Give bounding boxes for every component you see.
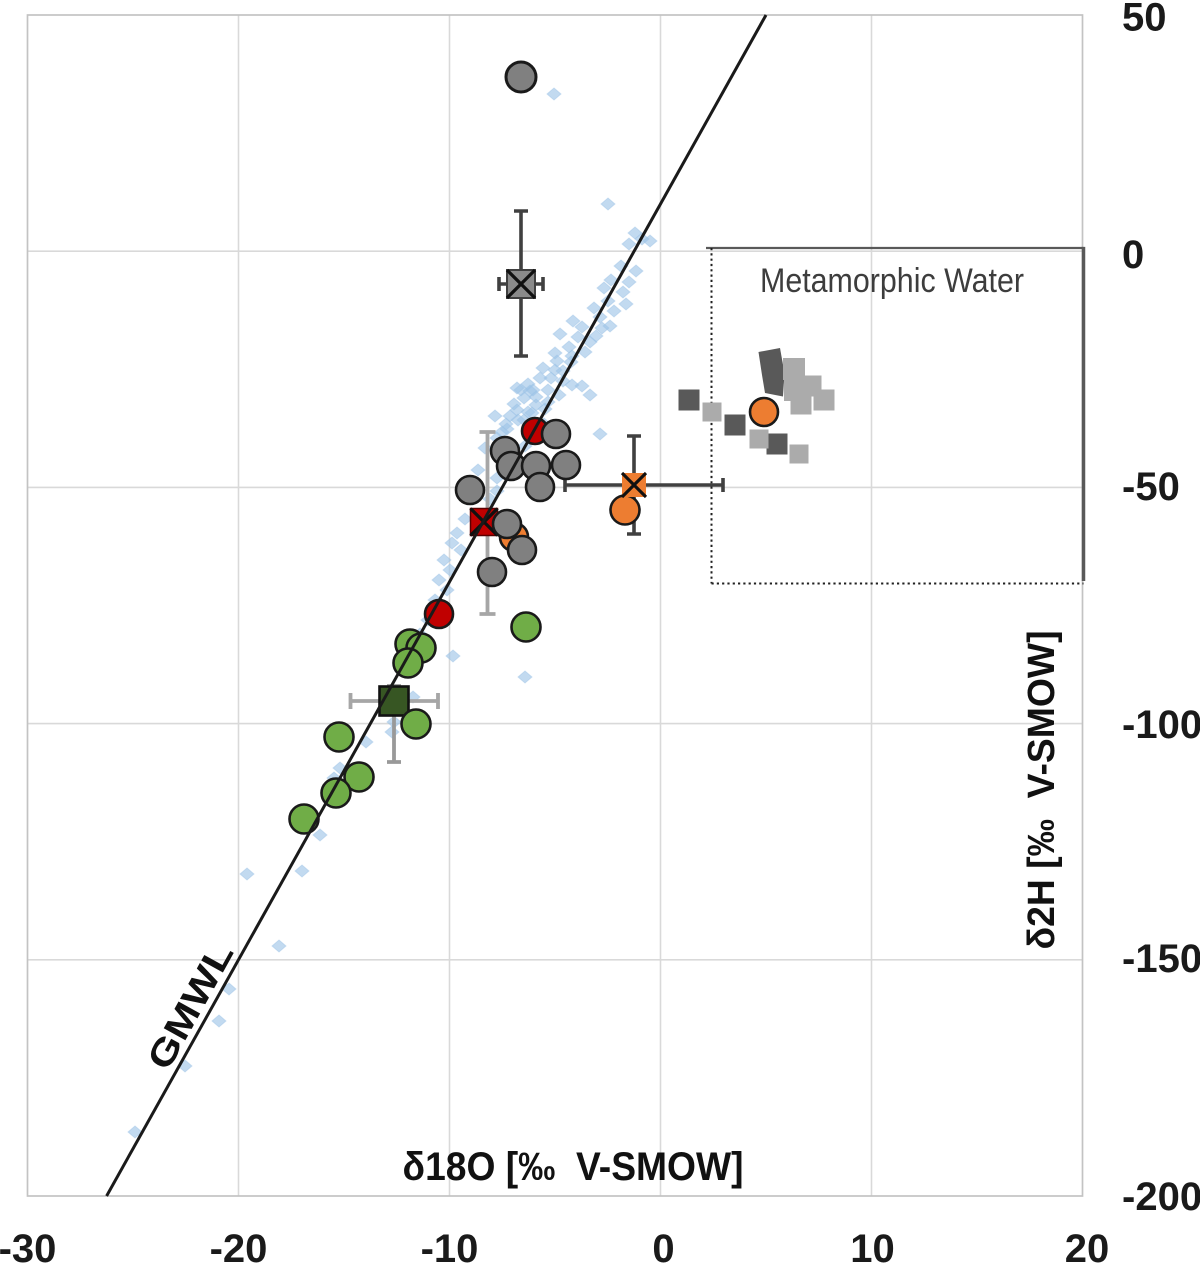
svg-text:20: 20 xyxy=(1065,1227,1110,1265)
svg-text:-50: -50 xyxy=(1122,465,1180,509)
svg-text:Metamorphic Water: Metamorphic Water xyxy=(760,262,1024,300)
svg-text:50: 50 xyxy=(1122,0,1167,40)
svg-text:δ18O [‰ V-SMOW]: δ18O [‰ V-SMOW] xyxy=(403,1145,744,1189)
svg-text:-20: -20 xyxy=(210,1227,268,1265)
svg-text:0: 0 xyxy=(1122,233,1144,277)
svg-text:δ2H [‰ V-SMOW]: δ2H [‰ V-SMOW] xyxy=(1021,631,1063,950)
svg-text:-200: -200 xyxy=(1122,1175,1200,1219)
svg-text:-150: -150 xyxy=(1122,937,1200,981)
svg-text:-30: -30 xyxy=(0,1227,56,1265)
svg-text:-100: -100 xyxy=(1122,703,1200,747)
svg-text:-10: -10 xyxy=(421,1227,479,1265)
svg-text:0: 0 xyxy=(652,1227,674,1265)
svg-text:10: 10 xyxy=(850,1227,895,1265)
